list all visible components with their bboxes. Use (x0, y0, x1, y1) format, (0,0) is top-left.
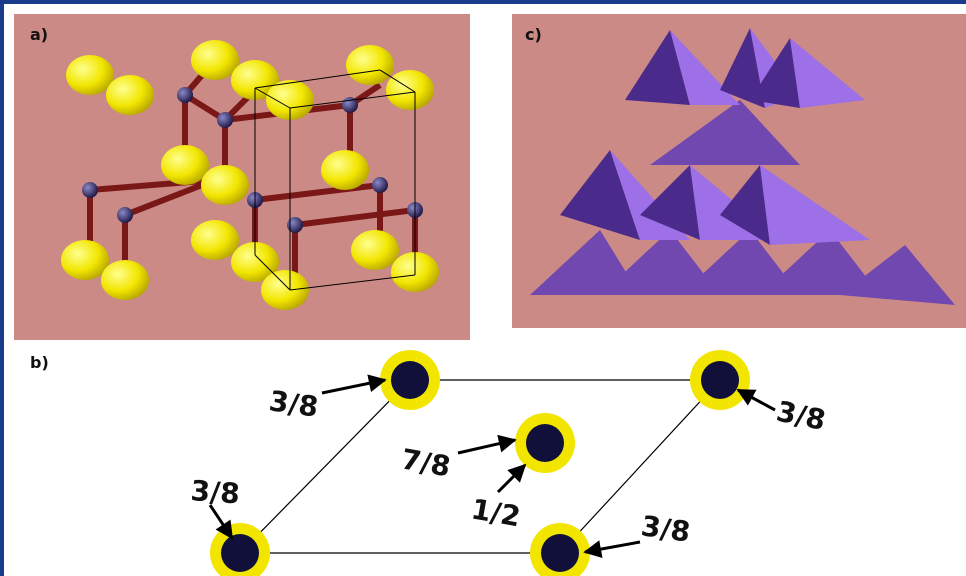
tetrahedron-face (750, 38, 800, 108)
cell-edge (254, 87, 291, 109)
tetrahedron-face (600, 230, 720, 295)
panel-label: a) (30, 25, 48, 44)
arrow (496, 463, 527, 494)
panel-label: c) (525, 25, 542, 44)
tetrahedron-face (640, 165, 700, 240)
anion (101, 260, 149, 300)
cell-edge (379, 69, 416, 93)
anion (231, 242, 279, 282)
cation (372, 177, 388, 193)
bond (294, 207, 416, 228)
height-label: 3/8 (190, 474, 241, 510)
bond (254, 182, 381, 203)
anion (191, 40, 239, 80)
anion (201, 165, 249, 205)
arrow (208, 504, 234, 540)
top-border (0, 0, 966, 4)
panel-label: b) (30, 353, 49, 372)
height-label: 3/8 (774, 395, 829, 438)
cation (82, 182, 98, 198)
cation (217, 112, 233, 128)
left-border (0, 0, 4, 576)
arrow (457, 434, 517, 455)
tetrahedron-face (650, 100, 800, 165)
tetrahedron-face (760, 165, 870, 245)
atom (526, 424, 564, 462)
atom (541, 534, 579, 572)
height-label: 3/8 (267, 384, 320, 424)
panel-c (530, 28, 955, 305)
panel-b (208, 350, 776, 576)
anion (106, 75, 154, 115)
tetrahedron-face (840, 245, 955, 305)
height-label: 7/8 (399, 442, 453, 483)
anion (66, 55, 114, 95)
height-label: 1/2 (469, 492, 523, 533)
cell-edge (289, 274, 416, 291)
bond (123, 177, 217, 218)
anion (266, 80, 314, 120)
tetrahedron-face (790, 38, 865, 108)
arrow (583, 540, 641, 558)
anion (321, 150, 369, 190)
arrow (736, 388, 776, 412)
tetrahedron-face (760, 230, 880, 295)
anion (61, 240, 109, 280)
cell-edge (254, 69, 381, 89)
tetrahedron-face (530, 230, 640, 295)
tetrahedron-face (560, 150, 640, 240)
anion (386, 70, 434, 110)
cation (287, 217, 303, 233)
panel-a (61, 40, 439, 310)
height-label: 3/8 (639, 509, 692, 549)
cell-edge (289, 91, 416, 109)
cation (177, 87, 193, 103)
cell-edge (254, 254, 291, 291)
tetrahedron-face (680, 230, 800, 295)
anion (231, 60, 279, 100)
atom (701, 361, 739, 399)
anion (191, 220, 239, 260)
tetrahedron-face (625, 30, 690, 105)
anion (351, 230, 399, 270)
anion (161, 145, 209, 185)
tetrahedron-face (720, 165, 770, 245)
atom (391, 361, 429, 399)
arrow (321, 374, 387, 395)
anion (346, 45, 394, 85)
anion (261, 270, 309, 310)
cation (117, 207, 133, 223)
atom (221, 534, 259, 572)
